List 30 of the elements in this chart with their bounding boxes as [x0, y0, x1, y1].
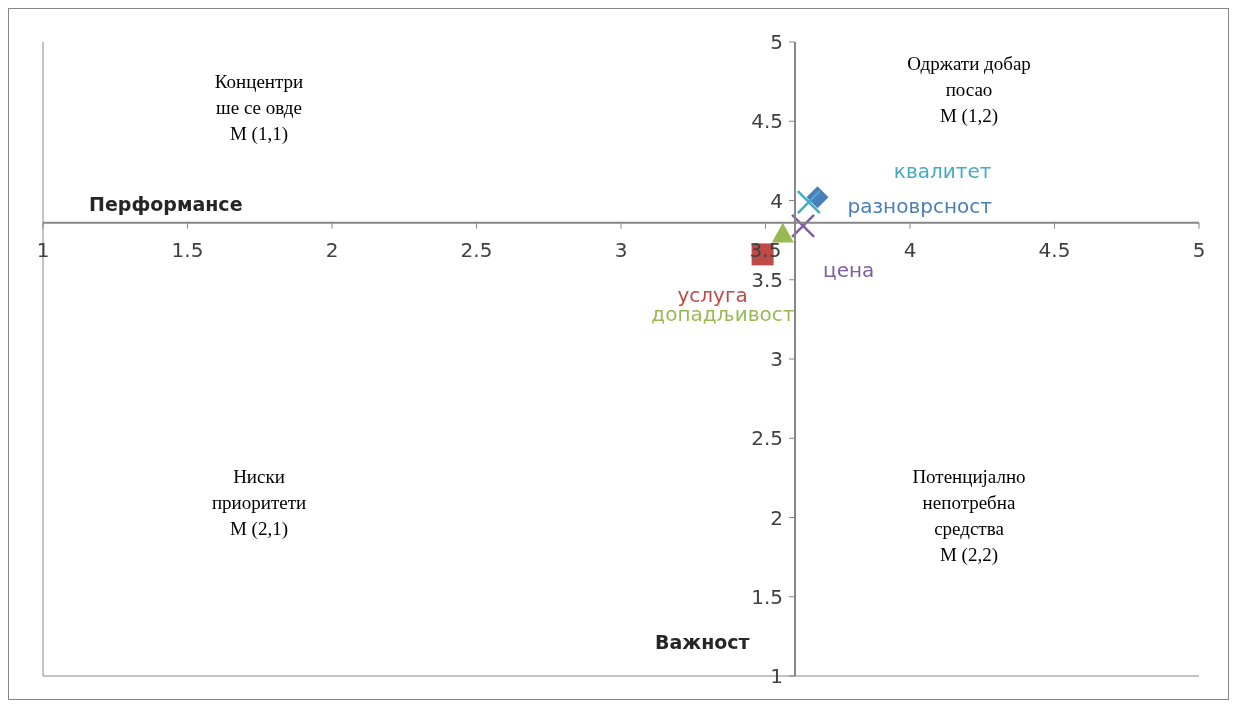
y-tick-label: 4 — [770, 188, 783, 213]
x-tick-label: 5 — [1192, 237, 1206, 262]
annotation: Концентри ше се овде M (1,1) — [213, 70, 305, 146]
y-tick-label: 1.5 — [751, 584, 783, 609]
x-tick-label: 2 — [325, 237, 339, 262]
annotation: Ниски приоритети M (2,1) — [210, 465, 308, 541]
annotation: Одржати добар посао M (1,2) — [906, 52, 1032, 128]
y-tick-label: 4.5 — [751, 109, 783, 134]
x-tick-label: 4.5 — [1038, 237, 1071, 262]
point — [771, 222, 794, 243]
y-tick-label: 1 — [770, 664, 783, 688]
text: квалитет — [893, 158, 992, 183]
x-tick-label: 4 — [903, 237, 917, 262]
y-tick-label: 3 — [770, 347, 783, 371]
series-label: разноврсност — [847, 193, 993, 218]
y-axis-title: Важност — [654, 631, 750, 653]
x-axis-title: Перформансе — [89, 192, 243, 215]
y-tick-label: 2 — [770, 505, 783, 530]
x-tick-label: 1 — [36, 237, 50, 262]
series-label: цена — [823, 258, 875, 283]
x-tick-label: 3 — [614, 237, 628, 262]
x-tick-label: 1.5 — [171, 237, 204, 262]
y-tick-label: 2.5 — [751, 426, 783, 451]
point — [796, 189, 822, 215]
series-label: услуга — [677, 282, 748, 307]
annotation: Потенцијално непотребна средства M (2,2) — [911, 465, 1027, 567]
y-tick-label: 3.5 — [751, 267, 783, 292]
x-tick-label: 2.5 — [460, 237, 493, 262]
point — [790, 213, 816, 239]
y-tick-label: 5 — [770, 30, 783, 54]
